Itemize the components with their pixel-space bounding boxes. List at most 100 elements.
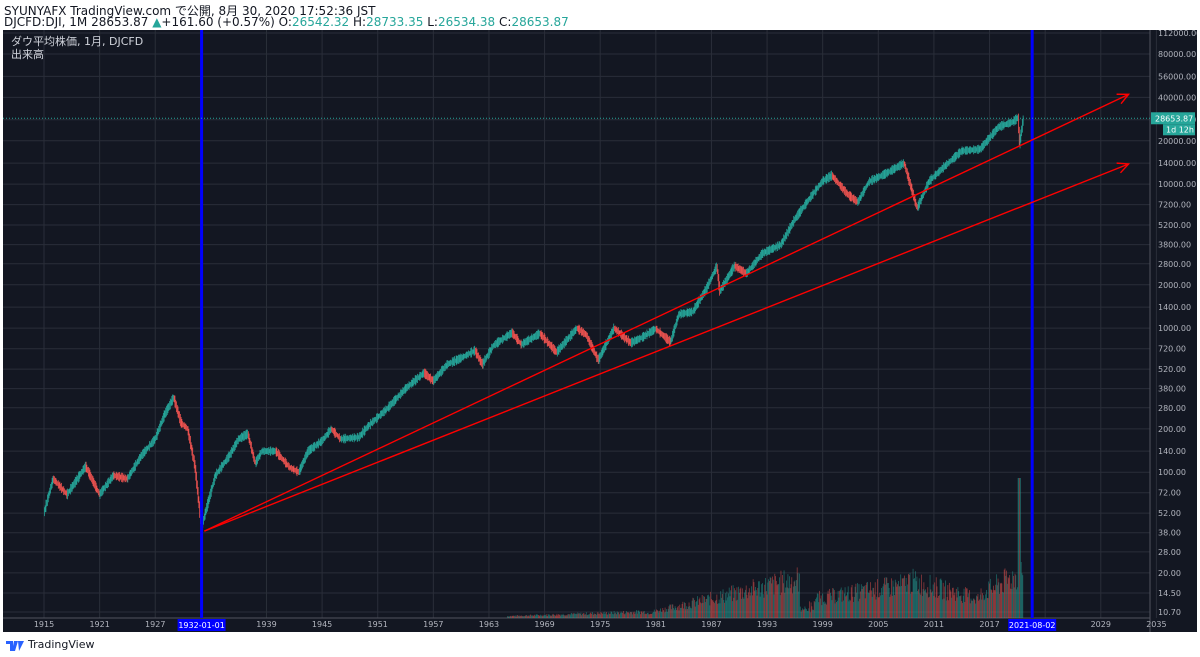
volume-bar: [946, 596, 948, 618]
volume-bar: [816, 597, 817, 618]
volume-bar: [739, 588, 741, 618]
volume-bar: [587, 614, 589, 618]
volume-bar: [660, 608, 661, 618]
volume-bar: [796, 580, 797, 618]
volume-bar: [562, 613, 564, 618]
volume-bar: [687, 606, 689, 618]
volume-bar: [637, 610, 639, 618]
volume-bar: [782, 583, 784, 618]
volume-bar: [680, 607, 682, 618]
volume-bar: [944, 586, 946, 618]
volume-bar: [716, 594, 718, 618]
volume-bar: [583, 613, 585, 618]
volume-bar: [900, 574, 902, 618]
volume-bar: [636, 613, 638, 618]
volume-bar: [660, 611, 662, 618]
volume-bar: [531, 615, 532, 618]
volume-bar: [776, 585, 778, 618]
price-chart[interactable]: 112000.0080000.0056000.0040000.0028000.0…: [3, 30, 1197, 632]
volume-bar: [857, 601, 859, 618]
volume-bar: [884, 577, 885, 618]
y-tick-label: 380.00: [1158, 385, 1186, 394]
volume-bar: [761, 584, 763, 618]
volume-bar: [757, 587, 759, 618]
y-tick-label: 80000.00: [1158, 50, 1196, 59]
volume-bar: [942, 582, 944, 618]
volume-bar: [860, 591, 861, 618]
volume-bar: [585, 614, 586, 618]
volume-bar: [556, 613, 558, 618]
volume-bar: [1019, 478, 1021, 618]
volume-bar: [717, 603, 719, 618]
volume-bar: [899, 586, 901, 618]
volume-bar: [738, 592, 740, 618]
volume-bar: [961, 601, 963, 618]
volume-bar: [765, 591, 767, 618]
volume-bar: [542, 614, 544, 618]
y-tick-label: 56000.00: [1158, 72, 1196, 81]
volume-bar: [613, 611, 615, 618]
volume-bar: [678, 610, 680, 618]
volume-bar: [806, 610, 808, 618]
volume-bar: [839, 590, 841, 618]
volume-bar: [1003, 592, 1004, 618]
volume-bar: [984, 598, 986, 618]
volume-bar: [517, 615, 519, 618]
volume-bar: [866, 582, 868, 618]
volume-bar: [648, 614, 650, 618]
volume-bar: [563, 614, 565, 618]
volume-bar: [937, 597, 939, 618]
volume-bar: [704, 602, 706, 618]
volume-bar: [1013, 587, 1015, 618]
chart-panel[interactable]: 112000.0080000.0056000.0040000.0028000.0…: [3, 30, 1197, 632]
volume-bar: [997, 578, 999, 618]
volume-bar: [702, 602, 704, 618]
volume-bar: [923, 582, 925, 618]
volume-bar: [864, 598, 866, 618]
volume-bar: [573, 614, 575, 618]
volume-bar: [625, 613, 627, 618]
volume-bar: [775, 576, 776, 618]
volume-bar: [687, 609, 688, 618]
volume-bar: [772, 579, 774, 618]
volume-bar: [684, 602, 685, 618]
volume-bar: [653, 611, 654, 618]
volume-bar: [664, 607, 666, 618]
x-tick-label: 1963: [479, 620, 499, 629]
volume-bar: [656, 610, 658, 618]
volume-bar: [592, 612, 593, 618]
volume-bar: [594, 613, 596, 618]
volume-bar: [626, 611, 627, 618]
volume-bar: [815, 598, 817, 618]
volume-bar: [783, 570, 785, 618]
tradingview-logo[interactable]: TradingView: [6, 638, 94, 651]
volume-bar: [701, 594, 703, 618]
volume-bar: [780, 570, 782, 618]
volume-bar: [588, 614, 590, 618]
volume-bar: [647, 612, 649, 618]
volume-bar: [572, 612, 574, 618]
x-tick-label: 1987: [701, 620, 721, 629]
volume-bar: [633, 612, 634, 618]
volume-bar: [977, 593, 979, 618]
volume-bar: [1015, 575, 1017, 618]
volume-bar: [566, 615, 568, 618]
volume-bar: [911, 591, 913, 618]
volume-bar: [668, 606, 670, 618]
volume-bar: [829, 588, 831, 618]
volume-bar: [861, 588, 863, 618]
volume-bar: [882, 586, 884, 618]
volume-bar: [779, 577, 780, 618]
volume-bar: [717, 603, 719, 618]
volume-bar: [571, 612, 573, 618]
volume-bar: [551, 614, 553, 618]
volume-bar: [782, 574, 783, 618]
x-tick-label: 1921: [89, 620, 109, 629]
volume-bar: [748, 592, 749, 618]
volume-bar: [877, 579, 878, 618]
volume-bar: [887, 582, 889, 618]
volume-bar: [548, 614, 549, 618]
y-tick-label: 2800.00: [1158, 260, 1191, 269]
volume-bar: [786, 587, 788, 618]
volume-bar: [976, 595, 977, 618]
